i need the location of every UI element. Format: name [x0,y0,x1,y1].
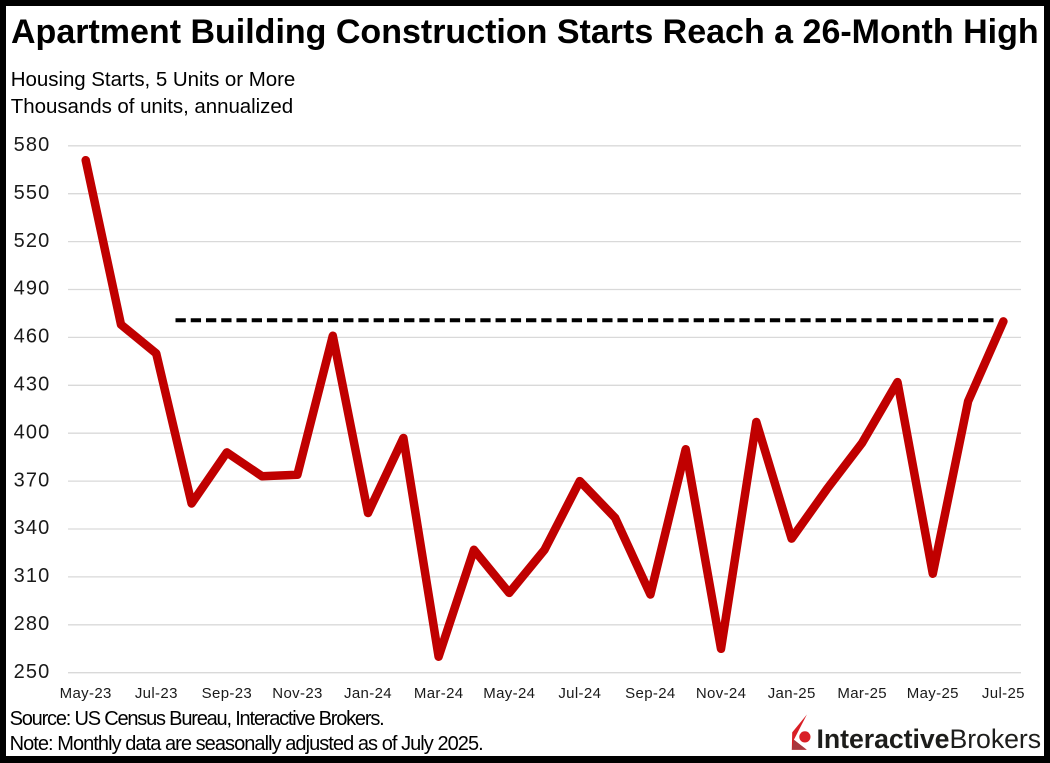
svg-text:460: 460 [14,326,51,348]
svg-text:Mar-25: Mar-25 [837,685,887,702]
svg-text:520: 520 [14,230,51,252]
svg-text:Jan-25: Jan-25 [768,685,816,702]
svg-text:340: 340 [14,517,51,539]
svg-text:May-24: May-24 [483,685,535,702]
svg-text:280: 280 [14,613,51,635]
svg-text:Nov-24: Nov-24 [696,685,746,702]
svg-text:Nov-23: Nov-23 [272,685,322,702]
svg-text:Jan-24: Jan-24 [344,685,392,702]
svg-text:580: 580 [14,134,51,156]
svg-text:InteractiveBrokers: InteractiveBrokers [817,724,1042,754]
svg-text:May-25: May-25 [907,685,959,702]
svg-text:400: 400 [14,421,51,443]
svg-text:Jul-24: Jul-24 [558,685,601,702]
svg-text:490: 490 [14,278,51,300]
svg-text:Jul-25: Jul-25 [982,685,1025,702]
svg-text:May-23: May-23 [60,685,112,702]
svg-text:310: 310 [14,565,51,587]
svg-text:Sep-24: Sep-24 [625,685,675,702]
svg-text:Jul-23: Jul-23 [135,685,178,702]
svg-text:550: 550 [14,182,51,204]
svg-text:Mar-24: Mar-24 [414,685,464,702]
svg-text:370: 370 [14,469,51,491]
svg-text:250: 250 [14,661,51,683]
svg-text:Sep-23: Sep-23 [202,685,252,702]
svg-text:430: 430 [14,374,51,396]
